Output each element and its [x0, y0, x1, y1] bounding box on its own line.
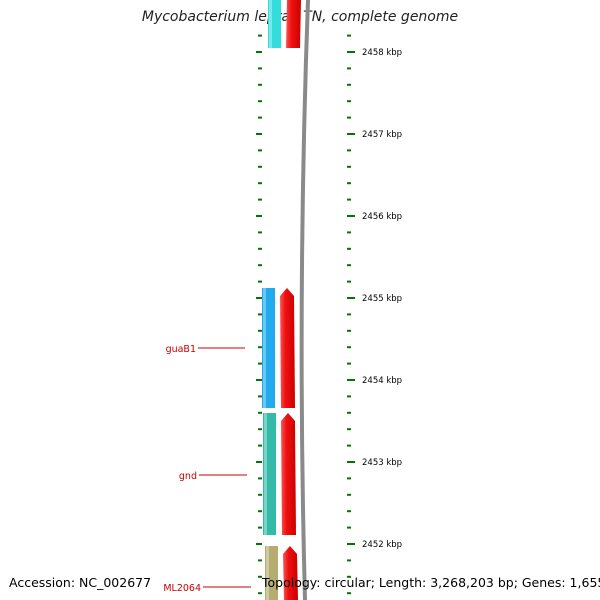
right-tick-track [347, 34, 355, 595]
gene-labels: guaB1 gnd ML2064 [163, 344, 251, 594]
gene-highlight [263, 288, 266, 408]
gene-feature [265, 546, 278, 600]
left-tick-track [256, 34, 262, 595]
kbp-label: 2452 kbp [362, 540, 402, 550]
topology-summary: Topology: circular; Length: 3,268,203 bp… [262, 575, 600, 590]
gene-feature [268, 0, 281, 48]
gene-highlight [269, 0, 272, 48]
accession-text: Accession: NC_002677 [9, 575, 152, 590]
cds-arrow [280, 288, 295, 408]
gene-label: guaB1 [166, 344, 196, 355]
kbp-label: 2454 kbp [362, 376, 402, 386]
gene-track [262, 0, 301, 600]
kbp-label: 2456 kbp [362, 212, 402, 222]
genome-backbone [299, 0, 310, 600]
kbp-label: 2458 kbp [362, 48, 402, 58]
kbp-label: 2455 kbp [362, 294, 402, 304]
gene-label: gnd [179, 471, 197, 482]
kbp-label: 2453 kbp [362, 458, 402, 468]
gene-feature [262, 288, 275, 408]
cds-arrow [283, 546, 298, 600]
gene-highlight [266, 546, 269, 600]
cds-arrow [281, 413, 296, 535]
kbp-scale: 2458 kbp 2457 kbp 2456 kbp 2455 kbp 2454 kbp… [362, 48, 402, 550]
cds-arrow [286, 0, 301, 48]
gene-highlight [264, 413, 267, 535]
gene-feature [263, 413, 276, 535]
gene-label: ML2064 [163, 583, 201, 594]
kbp-label: 2457 kbp [362, 130, 402, 140]
